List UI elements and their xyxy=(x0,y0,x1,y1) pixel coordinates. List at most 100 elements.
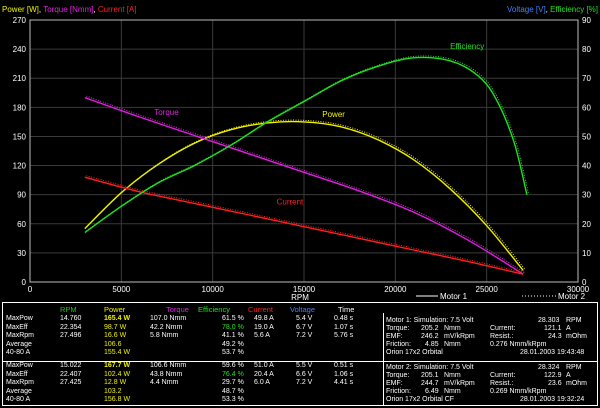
header-time: Time xyxy=(338,305,355,314)
series-line-efficiency-motor2 xyxy=(86,55,529,232)
motor1-cell-current: 5.6 A xyxy=(254,332,270,339)
motor2-cell-power: 167.7 W xyxy=(104,362,131,369)
motor2-cell-time: 4.41 s xyxy=(334,379,354,386)
chart-series xyxy=(84,55,529,275)
y-left-tick-label: 150 xyxy=(13,132,27,141)
y-left-tick-label: 90 xyxy=(17,191,26,200)
motor1-cell-eff: 53.7 % xyxy=(222,349,244,356)
header-rpm: RPM xyxy=(60,305,77,314)
motor2-cell-power: 12.8 W xyxy=(104,379,127,386)
x-tick-label: 0 xyxy=(28,285,33,294)
annotation-power: Power xyxy=(322,110,345,119)
motor1-cell-torque: 107.0 Nmm xyxy=(150,315,187,322)
motor1-cell-power: 16.6 W xyxy=(104,332,127,339)
motor1-cell-power: 165.4 W xyxy=(104,315,131,322)
header-current: Current xyxy=(248,305,274,314)
motor1-cell-label: MaxEff xyxy=(6,323,28,331)
series-line-current-motor1 xyxy=(84,176,524,275)
x-tick-label: 25000 xyxy=(476,285,499,294)
chart-axes: 0 5000 10000 15000 20000 25000 300000306090120… xyxy=(13,16,592,294)
motor2-cell-label: MaxRpm xyxy=(6,379,35,386)
x-tick-label: 20000 xyxy=(384,285,407,294)
y-left-tick-label: 180 xyxy=(13,103,27,112)
y-right-tick-label: 40 xyxy=(582,162,591,171)
motor1-cell-current: 49.8 A xyxy=(254,315,274,322)
motor2-cell-volt: 6.6 V xyxy=(296,370,313,378)
chart-grid xyxy=(29,19,579,283)
motor1-cell-label: 40-80 A xyxy=(6,349,31,356)
header-efficiency: Efficiency xyxy=(198,305,230,314)
y-right-tick-label: 30 xyxy=(582,191,591,200)
y-left-tick-label: 60 xyxy=(17,220,26,229)
motor2-cell-power: 103.2 xyxy=(104,387,122,395)
header-power: Power xyxy=(104,305,126,314)
motor2-cell-rpm: 27.425 xyxy=(60,379,82,386)
motor1-cell-power: 106.6 xyxy=(104,340,122,348)
motor2-cell-power: 102.4 W xyxy=(104,370,131,378)
y-right-tick-label: 20 xyxy=(582,220,591,229)
annotation-current: Current xyxy=(277,197,304,206)
legend-motor1: Motor 1 xyxy=(440,292,468,301)
legend-motor2: Motor 2 xyxy=(558,292,586,301)
panel-column-divider xyxy=(383,313,384,405)
y-right-tick-label: 0 xyxy=(582,278,587,287)
motor2-cell-eff: 48.7 % xyxy=(222,387,244,395)
motor2-cell-power: 156.8 W xyxy=(104,396,131,403)
motor2-cell-label: MaxPow xyxy=(6,362,33,369)
x-axis-label: RPM xyxy=(291,293,309,302)
motor2-cell-rpm: 22.407 xyxy=(60,370,82,378)
motor1-cell-rpm: 22.354 xyxy=(60,323,82,331)
y-left-tick-label: 0 xyxy=(22,278,27,287)
motor1-cell-eff: 78.0 % xyxy=(222,323,244,331)
motor2-cell-volt: 5.5 V xyxy=(296,362,313,369)
motor1-cell-time: 0.48 s xyxy=(334,315,354,322)
x-tick-label: 10000 xyxy=(202,285,225,294)
motor2-cell-torque: 106.6 Nmm xyxy=(150,362,187,369)
motor2-cell-current: 20.4 A xyxy=(254,370,274,378)
right-axis-title: Voltage [V], Efficiency [%] xyxy=(507,5,598,14)
series-line-efficiency-motor1 xyxy=(84,56,528,234)
y-right-tick-label: 70 xyxy=(582,74,591,83)
motor2-cell-label: MaxEff xyxy=(6,370,28,378)
motor2-cell-current: 51.0 A xyxy=(254,362,274,369)
motor2-cell-rpm: 15.022 xyxy=(60,362,82,369)
y-right-tick-label: 60 xyxy=(582,103,591,112)
y-right-tick-label: 10 xyxy=(582,249,591,258)
motor2-cell-time: 0.51 s xyxy=(334,362,354,369)
motor1-cell-eff: 49.2 % xyxy=(222,340,244,348)
header-torque: Torque xyxy=(166,305,189,314)
plot-frame xyxy=(29,19,579,283)
motor-chart: 0 5000 10000 15000 20000 25000 300000306090120… xyxy=(2,5,598,302)
motor2-cell-eff: 59.6 % xyxy=(222,362,244,369)
motor2-cell-current: 6.0 A xyxy=(254,379,270,386)
motor1-cell-current: 19.0 A xyxy=(254,323,274,331)
motor1-cell-label: MaxRpm xyxy=(6,332,35,339)
motor1-cell-volt: 7.2 V xyxy=(296,332,313,339)
motor1-cell-rpm: 27.496 xyxy=(60,332,82,339)
motor2-cell-torque: 4.4 Nmm xyxy=(150,379,179,386)
annotation-torque: Torque xyxy=(154,108,179,117)
y-left-tick-label: 120 xyxy=(13,162,27,171)
y-right-tick-label: 50 xyxy=(582,132,591,141)
motor2-cell-time: 1.06 s xyxy=(334,370,354,378)
x-tick-label: 30000 xyxy=(567,285,590,294)
series-line-torque-motor1 xyxy=(84,96,524,275)
motor1-cell-eff: 61.5 % xyxy=(222,315,244,322)
motor1-cell-power: 98.7 W xyxy=(104,323,127,331)
legend: Motor 1 Motor 2 xyxy=(416,292,586,301)
y-left-tick-label: 210 xyxy=(13,74,27,83)
motor2-cell-volt: 7.2 V xyxy=(296,379,313,386)
y-right-tick-label: 80 xyxy=(582,45,591,54)
motor1-cell-time: 5.76 s xyxy=(334,332,354,339)
x-tick-label: 15000 xyxy=(293,285,316,294)
motor2-cell-torque: 43.8 Nmm xyxy=(150,370,183,378)
motor2-cell-label: Average xyxy=(6,387,32,395)
motor2-cell-eff: 53.3 % xyxy=(222,396,244,403)
y-left-tick-label: 30 xyxy=(17,249,26,258)
motor1-cell-torque: 42.2 Nmm xyxy=(150,323,183,331)
chart-labels: Efficiency Power Torque Current xyxy=(154,42,484,206)
x-tick-label: 5000 xyxy=(112,285,130,294)
annotation-efficiency: Efficiency xyxy=(450,42,484,51)
series-line-current-motor2 xyxy=(86,175,525,274)
motor1-cell-torque: 5.8 Nmm xyxy=(150,332,179,339)
